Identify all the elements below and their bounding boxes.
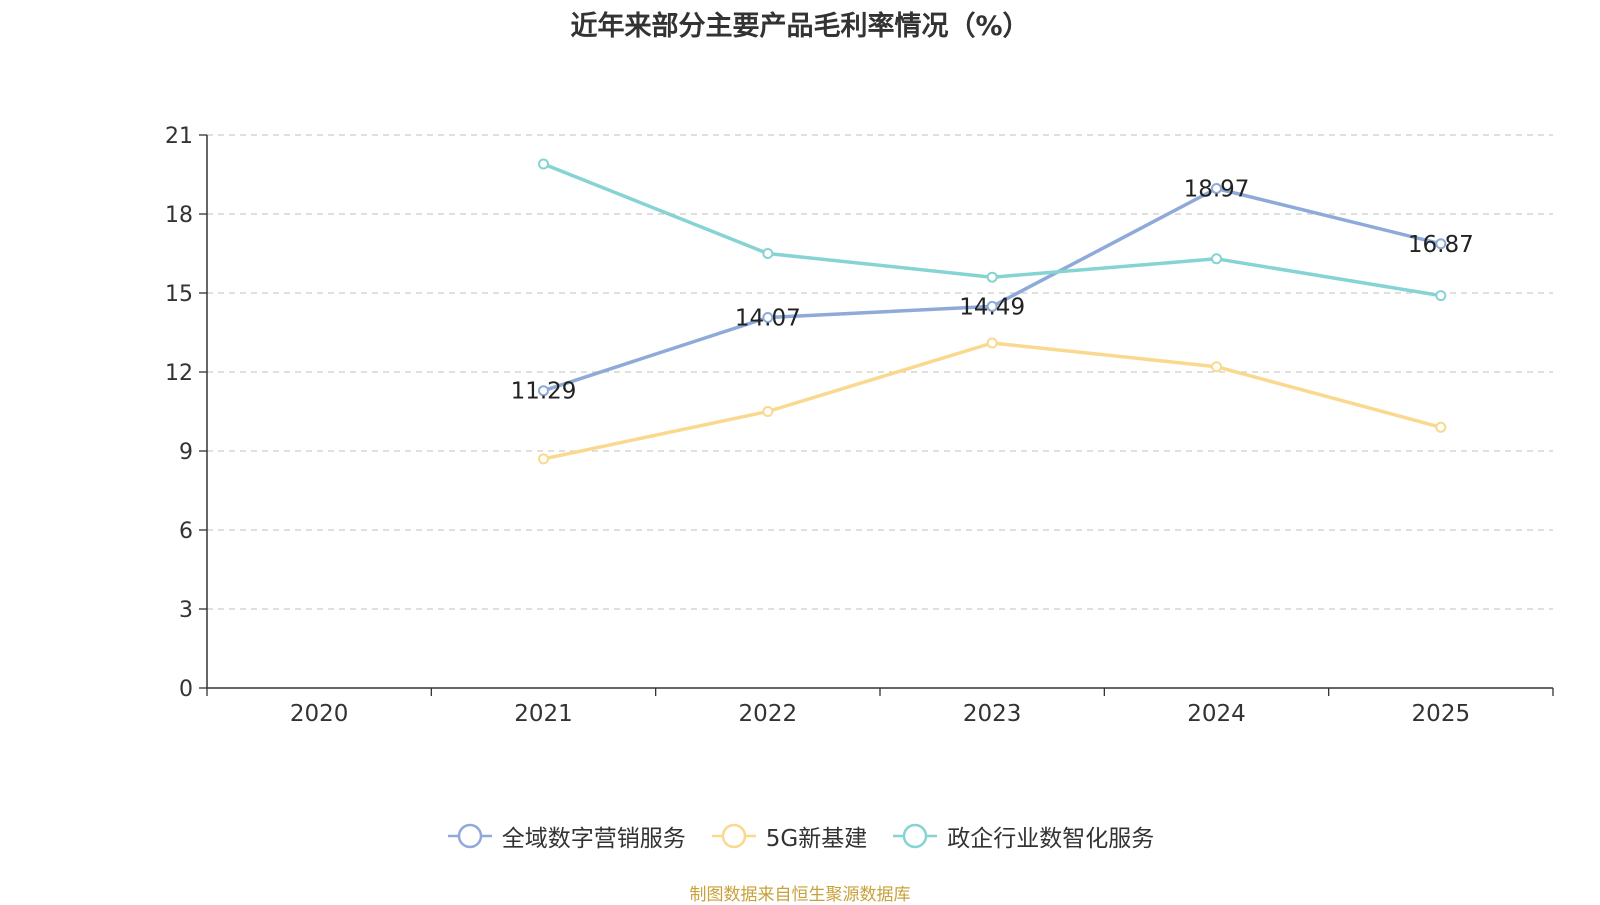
data-point <box>986 271 998 283</box>
y-tick-label: 6 <box>179 519 193 544</box>
data-point <box>762 406 774 417</box>
data-point <box>762 248 774 259</box>
y-tick-label: 18 <box>165 203 193 228</box>
y-tick-label: 15 <box>165 282 193 307</box>
x-tick-label: 2023 <box>963 701 1022 727</box>
data-point <box>1211 182 1222 194</box>
legend-marker-circle <box>457 823 483 849</box>
data-point <box>538 158 549 170</box>
data-point <box>1435 290 1447 302</box>
axis-layer: 0 3 6 9 12 15 18 21 2020 2021 2022 2023 2024 2025 <box>165 124 1554 727</box>
legend-marker-circle <box>721 823 747 849</box>
legend-item-2[interactable]: 5G新基建 <box>710 819 867 853</box>
chart-title: 近年来部分主要产品毛利率情况（%） <box>570 11 1030 42</box>
series-layer <box>538 158 1447 465</box>
series-line-2 <box>543 341 1442 461</box>
data-point <box>1211 253 1222 265</box>
data-label: 16.87 <box>1408 232 1474 258</box>
data-point <box>762 311 774 323</box>
y-tick-label: 3 <box>179 598 193 623</box>
data-point <box>538 385 549 397</box>
x-tick-label: 2025 <box>1412 701 1471 727</box>
data-point <box>1435 421 1447 433</box>
legend-marker-icon <box>711 823 756 849</box>
data-point <box>538 453 549 465</box>
data-point <box>986 300 998 312</box>
y-tick-label: 12 <box>165 361 193 386</box>
data-label: 14.07 <box>735 305 801 331</box>
data-label: 14.49 <box>959 294 1025 320</box>
legend-marker-icon <box>893 823 938 849</box>
source-note: 制图数据来自恒生聚源数据库 <box>689 885 911 905</box>
data-label: 11.29 <box>511 379 577 405</box>
data-label: 18.97 <box>1184 176 1250 202</box>
data-point <box>1211 361 1222 373</box>
legend-label: 5G新基建 <box>765 826 868 852</box>
legend: 全域数字营销服务 5G新基建 政企行业数智化服务 <box>0 818 1600 854</box>
legend-item-1[interactable]: 全域数字营销服务 <box>446 819 686 853</box>
y-tick-label: 21 <box>165 124 193 149</box>
legend-label: 政企行业数智化服务 <box>947 826 1155 852</box>
legend-item-3[interactable]: 政企行业数智化服务 <box>891 819 1154 853</box>
x-tick-label: 2021 <box>514 701 573 727</box>
data-point <box>1435 238 1447 250</box>
grid-layer <box>207 134 1553 610</box>
legend-marker-icon <box>447 823 492 849</box>
x-tick-label: 2024 <box>1187 701 1246 727</box>
y-tick-label: 9 <box>179 440 193 465</box>
data-label-layer: 11.29 14.07 14.49 18.97 16.87 <box>511 176 1474 404</box>
legend-label: 全域数字营销服务 <box>501 826 686 852</box>
data-point <box>986 337 998 349</box>
y-tick-label: 0 <box>179 677 193 702</box>
legend-marker-circle <box>902 823 928 849</box>
x-tick-label: 2020 <box>290 701 349 727</box>
x-tick-label: 2022 <box>739 701 798 727</box>
